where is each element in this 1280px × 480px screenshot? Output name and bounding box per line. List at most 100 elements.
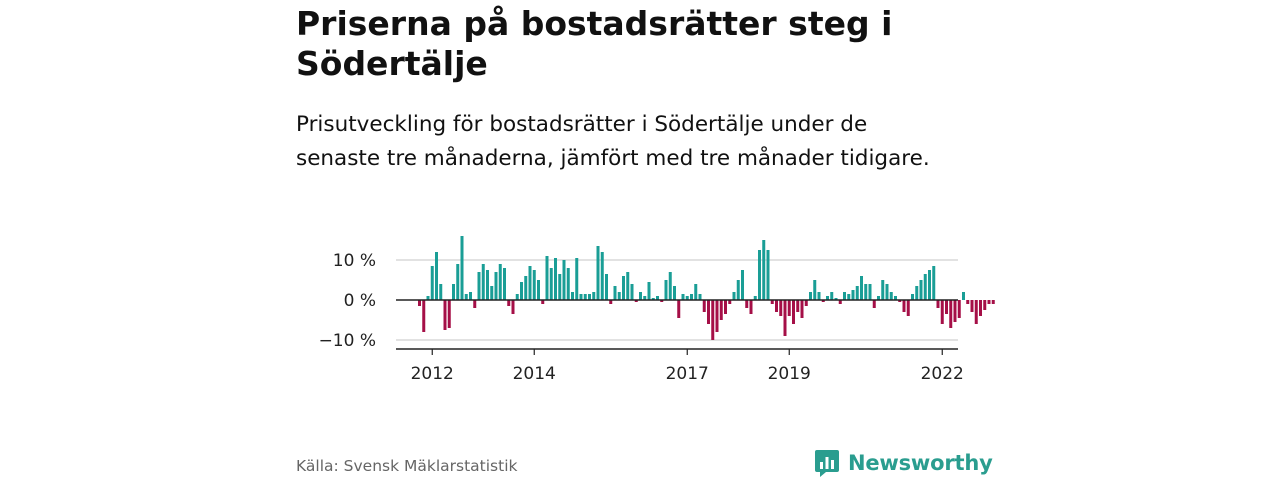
bar: [877, 296, 880, 300]
bar: [787, 300, 791, 316]
x-tick-label: 2017: [666, 364, 709, 384]
bar: [685, 296, 689, 300]
bar: [571, 292, 574, 300]
bar: [541, 300, 545, 304]
bar: [851, 290, 855, 300]
x-tick-label: 2019: [768, 364, 811, 384]
bar: [660, 300, 664, 302]
bar: [855, 286, 859, 300]
bar: [430, 266, 434, 300]
bar: [817, 292, 821, 300]
bar: [426, 296, 430, 300]
bar: [435, 252, 438, 300]
bar: [923, 274, 927, 300]
bar: [940, 300, 944, 324]
bar: [826, 296, 829, 300]
bar: [490, 286, 494, 300]
bar: [605, 274, 608, 300]
bar: [728, 300, 732, 304]
gridlines: [396, 259, 958, 341]
bar: [796, 300, 800, 312]
bar: [447, 300, 451, 328]
bar: [979, 300, 982, 316]
bar: [596, 246, 600, 300]
bar: [439, 284, 443, 300]
bar: [719, 300, 723, 320]
bar: [583, 294, 587, 300]
bar: [698, 294, 702, 300]
bar: [677, 300, 681, 318]
bar: [690, 294, 693, 300]
bar: [949, 300, 953, 328]
bar: [668, 272, 672, 300]
bar: [656, 296, 659, 300]
bar: [983, 300, 987, 310]
x-tick-label: 2014: [513, 364, 556, 384]
bar: [911, 294, 914, 300]
bar: [600, 252, 604, 300]
bar: [647, 282, 651, 300]
x-tick-label: 2012: [411, 364, 454, 384]
bar: [452, 284, 455, 300]
bar: [613, 286, 617, 300]
bar: [766, 250, 770, 300]
bar: [753, 296, 757, 300]
bar: [779, 300, 783, 316]
bar: [549, 268, 553, 300]
bar: [694, 284, 698, 300]
bar: [630, 284, 634, 300]
bar: [443, 300, 447, 330]
bar: [953, 300, 957, 322]
bar-chart: 10 %0 %−10 % 201220142017201920222024 6 …: [319, 236, 995, 384]
bar: [562, 260, 566, 300]
newsworthy-logo[interactable]: Newsworthy: [814, 447, 993, 479]
bar: [634, 300, 638, 302]
bar: [885, 284, 889, 300]
x-tick-label: 2022: [921, 364, 964, 384]
bar: [804, 300, 808, 306]
bar: [821, 300, 825, 302]
brand-name: Newsworthy: [848, 451, 993, 475]
bar: [868, 284, 872, 300]
bar: [732, 292, 736, 300]
bar: [809, 292, 812, 300]
bar: [860, 276, 863, 300]
bar: [622, 276, 625, 300]
bar: [838, 300, 842, 304]
bar: [498, 264, 502, 300]
chart-card: Priserna på bostadsrätter steg i Södertä…: [296, 0, 996, 480]
bar: [813, 280, 817, 300]
bar: [898, 300, 902, 302]
bar: [974, 300, 978, 324]
bar: [515, 294, 519, 300]
bar: [558, 274, 562, 300]
bar: [758, 250, 761, 300]
bar: [554, 258, 557, 300]
bar: [626, 272, 630, 300]
bar: [775, 300, 778, 312]
bar: [966, 300, 970, 304]
bar: [864, 284, 868, 300]
bar: [957, 300, 961, 318]
bar: [464, 294, 468, 300]
bar: [460, 236, 464, 300]
bars: [418, 236, 995, 340]
bar: [418, 300, 421, 306]
bar: [579, 294, 583, 300]
bar: [617, 292, 621, 300]
bar: [673, 286, 676, 300]
bar: [881, 280, 885, 300]
bar: [894, 296, 897, 300]
bar: [494, 272, 498, 300]
bar: [702, 300, 706, 312]
y-tick-label: −10 %: [319, 331, 376, 351]
bar: [507, 300, 511, 306]
bar: [481, 264, 485, 300]
bar: [524, 276, 528, 300]
chart-title: Priserna på bostadsrätter steg i Södertä…: [296, 4, 893, 83]
bar: [936, 300, 940, 308]
bar: [486, 270, 489, 300]
bar: [792, 300, 795, 324]
bar: [422, 300, 426, 332]
bar: [970, 300, 974, 312]
